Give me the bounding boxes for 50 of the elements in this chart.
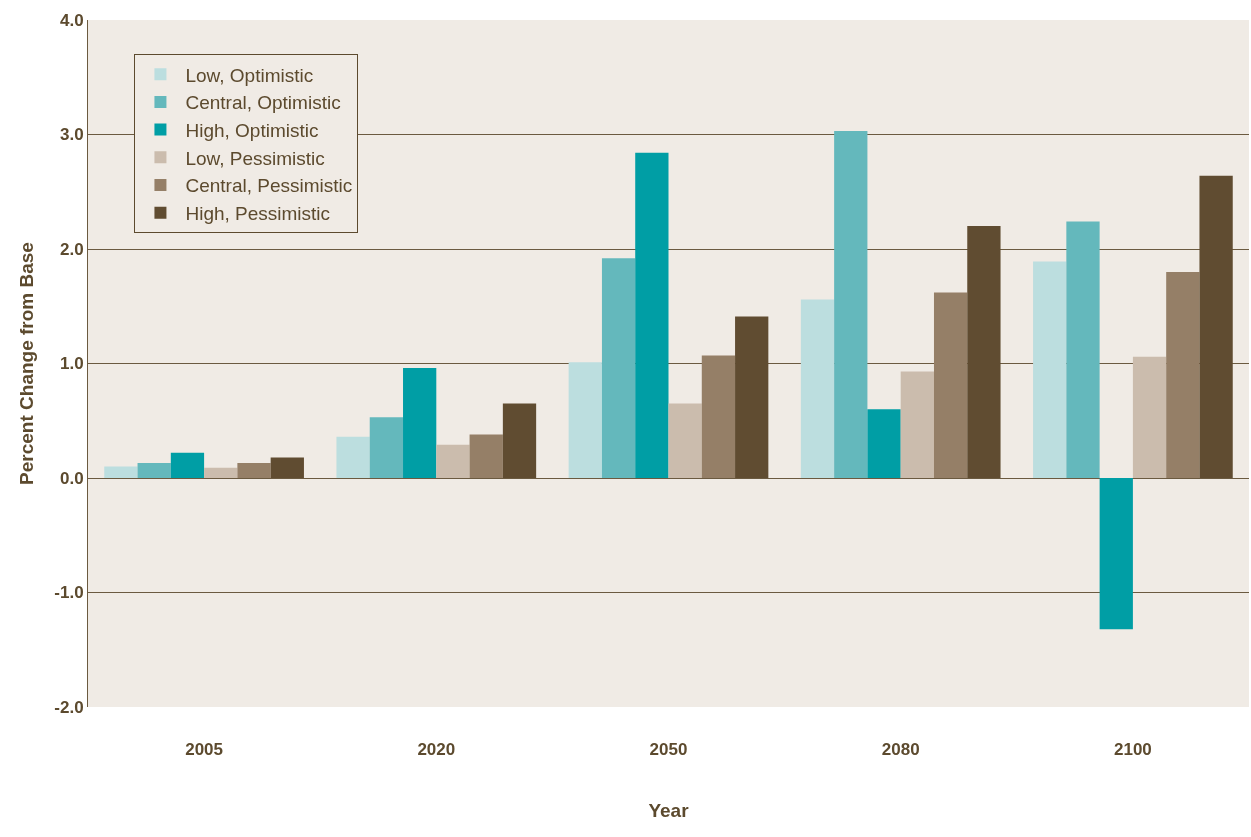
bar (436, 444, 470, 478)
y-tick-label: 2.0 (59, 239, 84, 259)
legend-label: High, Pessimistic (185, 203, 331, 225)
y-axis-title: Percent Change from Base (16, 242, 38, 485)
bar (170, 452, 205, 478)
bar (601, 258, 636, 478)
bar (1132, 356, 1167, 478)
bar (967, 226, 1001, 478)
bar (635, 152, 669, 478)
bar (701, 355, 736, 478)
bar (502, 403, 537, 478)
bar (270, 457, 304, 478)
bar (1099, 478, 1133, 630)
bar (834, 131, 868, 478)
bar (1066, 221, 1100, 478)
bar (867, 409, 901, 478)
bar (369, 417, 404, 478)
y-tick-label: -1.0 (54, 583, 84, 603)
x-tick-label: 2050 (649, 740, 688, 759)
y-tick-label: 3.0 (59, 125, 84, 145)
legend-label: Central, Optimistic (185, 92, 341, 114)
y-tick-label: 1.0 (59, 354, 84, 374)
legend-label: High, Optimistic (185, 120, 319, 142)
bar (204, 467, 238, 478)
bar (469, 434, 503, 478)
bar (137, 463, 171, 478)
bar (735, 316, 769, 478)
x-axis-title: Year (648, 799, 690, 821)
bar (668, 403, 702, 478)
x-tick-label: 2080 (881, 740, 920, 759)
bar (933, 292, 968, 478)
bar (1166, 271, 1200, 478)
x-tick-label: 2020 (417, 740, 456, 759)
x-tick-label: 2005 (185, 740, 224, 759)
bar (1199, 175, 1233, 478)
y-tick-label: -2.0 (54, 697, 84, 717)
x-tick-label: 2100 (1113, 740, 1152, 759)
y-tick-label: 0.0 (59, 468, 84, 488)
bar (104, 466, 138, 478)
legend-label: Low, Optimistic (185, 64, 314, 86)
bar (237, 463, 271, 478)
bar (403, 368, 437, 478)
legend-label: Low, Pessimistic (185, 147, 325, 169)
y-tick-label: 4.0 (59, 10, 84, 30)
bar (336, 436, 370, 478)
bar (1033, 261, 1067, 478)
bar (800, 299, 835, 478)
bar (568, 362, 602, 478)
legend-label: Central, Pessimistic (185, 175, 353, 197)
bar (900, 371, 934, 478)
